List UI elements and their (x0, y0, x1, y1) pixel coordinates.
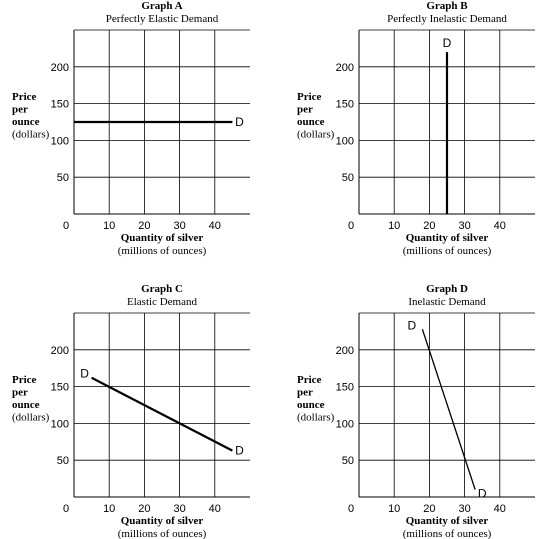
y-tick-label: 150 (336, 382, 354, 394)
curve-label: D (443, 36, 452, 50)
y-axis-label-line: per (12, 104, 28, 116)
x-tick-label: 20 (423, 220, 435, 232)
y-tick-label: 50 (57, 455, 69, 467)
x-tick-label: 20 (138, 220, 150, 232)
x-axis-sublabel: (millions of ounces) (118, 528, 207, 539)
x-tick-label: 30 (173, 503, 185, 515)
curve-label: D (478, 486, 487, 500)
x-tick-label: 20 (423, 503, 435, 515)
demand-curve (91, 376, 233, 452)
x-tick-label: 20 (138, 503, 150, 515)
y-tick-label: 50 (342, 172, 354, 184)
y-tick-label: 50 (342, 455, 354, 467)
y-axis-label-line: ounce (12, 399, 40, 411)
y-tick-label: 50 (57, 172, 69, 184)
x-axis-sublabel: (millions of ounces) (403, 528, 492, 539)
x-axis-label: Quantity of silver (406, 232, 489, 244)
x-tick-label: 0 (63, 503, 69, 515)
y-tick-label: 100 (51, 135, 69, 147)
y-tick-label: 200 (51, 345, 69, 357)
y-axis-label-line: Price (297, 91, 322, 103)
chart-title: Graph B (426, 0, 468, 12)
y-axis-label-line: ounce (297, 399, 325, 411)
y-tick-label: 200 (336, 62, 354, 74)
chart-title: Graph C (141, 283, 183, 295)
y-axis-label-line: ounce (297, 116, 325, 128)
x-tick-label: 40 (494, 220, 506, 232)
x-tick-label: 0 (348, 220, 354, 232)
y-tick-label: 200 (51, 62, 69, 74)
y-axis-label-line: Price (297, 374, 322, 386)
y-axis-label-line: ounce (12, 116, 40, 128)
x-tick-label: 40 (209, 220, 221, 232)
x-tick-label: 0 (63, 220, 69, 232)
curve-label: D (407, 319, 416, 333)
y-axis-label-line: (dollars) (297, 129, 335, 141)
chart-subtitle: Elastic Demand (127, 296, 197, 308)
x-axis-label: Quantity of silver (121, 232, 204, 244)
y-tick-label: 150 (51, 382, 69, 394)
y-tick-label: 150 (51, 99, 69, 111)
x-tick-label: 0 (348, 503, 354, 515)
chart-title: Graph D (426, 283, 468, 295)
x-tick-label: 40 (209, 503, 221, 515)
y-axis-label-line: (dollars) (12, 129, 50, 141)
x-axis-sublabel: (millions of ounces) (118, 245, 207, 257)
x-tick-label: 10 (103, 503, 115, 515)
y-axis-label-line: (dollars) (297, 412, 335, 424)
y-tick-label: 150 (336, 99, 354, 111)
x-axis-label: Quantity of silver (121, 515, 204, 527)
y-axis-label-line: per (297, 104, 313, 116)
x-tick-label: 30 (173, 220, 185, 232)
x-tick-label: 30 (458, 220, 470, 232)
y-tick-label: 100 (336, 418, 354, 430)
curve-label: D (80, 366, 89, 380)
chart-subtitle: Inelastic Demand (408, 296, 486, 308)
x-axis-sublabel: (millions of ounces) (403, 245, 492, 257)
y-tick-label: 100 (336, 135, 354, 147)
y-tick-label: 200 (336, 345, 354, 357)
x-axis-label: Quantity of silver (406, 515, 489, 527)
x-tick-label: 30 (458, 503, 470, 515)
y-tick-label: 100 (51, 418, 69, 430)
curve-label: D (235, 444, 244, 458)
x-tick-label: 10 (388, 503, 400, 515)
chart-subtitle: Perfectly Inelastic Demand (387, 13, 507, 25)
y-axis-label-line: per (297, 387, 313, 399)
demand-curve (421, 328, 476, 490)
chart-subtitle: Perfectly Elastic Demand (106, 13, 219, 25)
chart-title: Graph A (141, 0, 182, 12)
curve-label: D (235, 115, 244, 129)
y-axis-label-line: Price (12, 91, 37, 103)
y-axis-label-line: per (12, 387, 28, 399)
x-tick-label: 10 (103, 220, 115, 232)
y-axis-label-line: Price (12, 374, 37, 386)
x-tick-label: 10 (388, 220, 400, 232)
y-axis-label-line: (dollars) (12, 412, 50, 424)
x-tick-label: 40 (494, 503, 506, 515)
